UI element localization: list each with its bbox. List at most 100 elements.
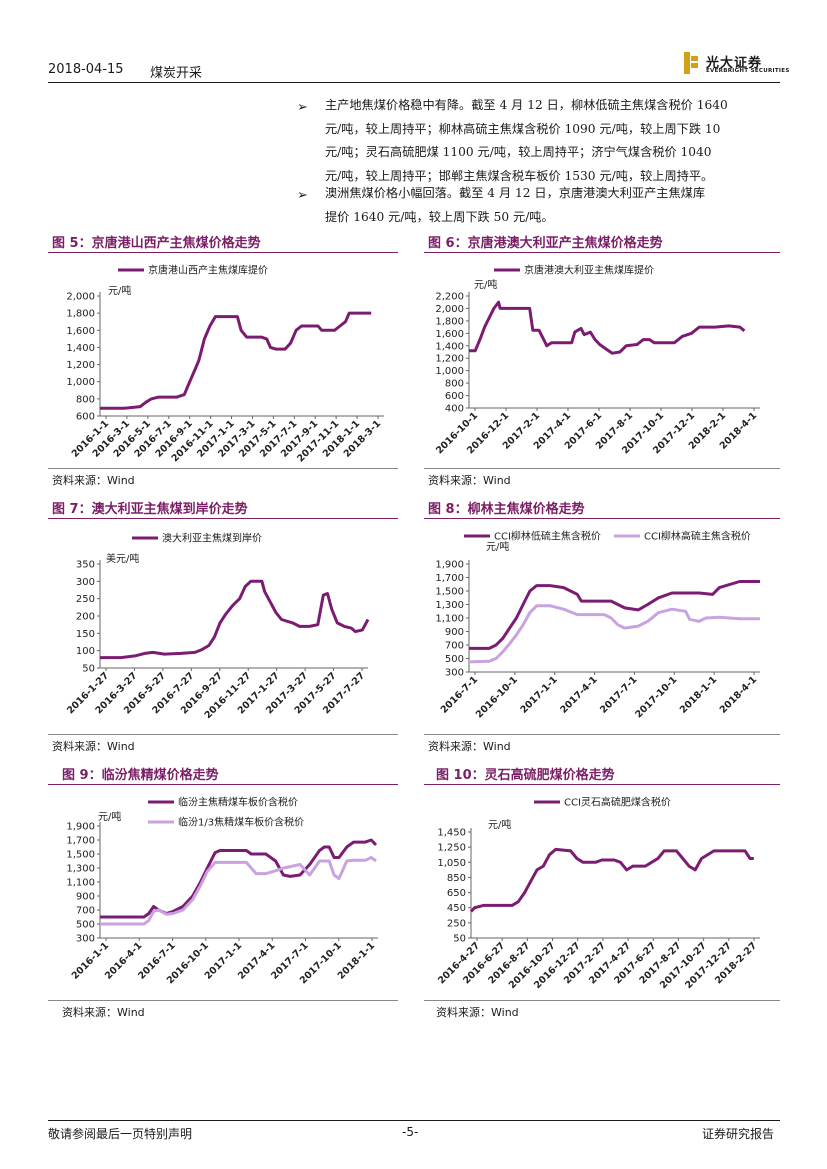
series-line (100, 311, 372, 410)
chart-fig5: 2,0001,8001,6001,4001,2001,000800600元/吨2… (66, 264, 384, 464)
paragraph-line: 提价 1640 元/吨，较上周下跌 50 元/吨。 (325, 209, 554, 224)
legend-label: CCI灵石高硫肥煤含税价 (564, 796, 671, 809)
legend-label: 临汾1/3焦精煤车板价含税价 (178, 816, 304, 829)
y-tick-label: 1,100 (66, 878, 95, 889)
y-tick-label: 900 (76, 892, 95, 903)
paragraph-line: 元/吨；灵石高硫肥煤 1100 元/吨，较上周持平；济宁气煤含税价 1040 (325, 145, 712, 159)
y-tick-label: 500 (76, 920, 95, 931)
paragraph-1: 主产地焦煤价格稳中有降。截至 4 月 12 日，柳林低硫主焦煤含税价 1640 … (325, 94, 780, 188)
y-tick-label: 850 (447, 873, 466, 884)
y-tick-label: 500 (445, 654, 464, 665)
x-tick-label: 2016-10-1 (474, 674, 520, 720)
source-rule (48, 1000, 398, 1001)
y-tick-label: 50 (82, 664, 95, 675)
y-tick-label: 700 (76, 906, 95, 917)
chart-fig7: 35030025020015010050美元/吨2016-1-272016-3-… (65, 532, 370, 721)
y-tick-label: 1,600 (66, 326, 95, 337)
series-line (100, 579, 370, 660)
page-number: -5- (402, 1125, 419, 1139)
figure-title: 图 5：京唐港山西产主焦煤价格走势 (52, 236, 261, 251)
source-label: 资料来源：Wind (52, 740, 135, 753)
y-unit-label: 元/吨 (486, 540, 509, 553)
source-rule (424, 1000, 780, 1001)
figure-title-rule (48, 252, 398, 253)
y-tick-label: 400 (445, 404, 464, 415)
y-unit-label: 元/吨 (474, 278, 497, 291)
chart-fig10: 1,4501,2501,05085065045025050元/吨2016-4-2… (436, 796, 760, 991)
series-line (468, 604, 760, 664)
series-line (469, 300, 746, 355)
paragraph-line: 主产地焦煤价格稳中有降。截至 4 月 12 日，柳林低硫主焦煤含税价 1640 (325, 98, 728, 112)
y-tick-label: 1,800 (435, 316, 464, 327)
figure-title: 图 7：澳大利亚主焦煤到岸价走势 (52, 502, 248, 517)
y-tick-label: 1,200 (435, 354, 464, 365)
y-tick-label: 1,100 (435, 614, 464, 625)
paragraph-line: 澳洲焦煤价格小幅回落。截至 4 月 12 日，京唐港澳大利亚产主焦煤库 (325, 186, 706, 200)
y-tick-label: 200 (76, 612, 95, 623)
chart-fig8: 1,900 1,700 1,500 1,300 1,100 900 700 500 300 元/吨… (435, 530, 760, 720)
bullet-marker-2: ➢ (297, 188, 308, 203)
y-tick-label: 1,300 (435, 600, 464, 611)
x-tick-label: 2017-1-1 (518, 674, 559, 715)
legend-label: 澳大利亚主焦煤到岸价 (162, 532, 262, 545)
x-tick-label: 2017-10-1 (633, 674, 679, 720)
header-sector: 煤炭开采 (150, 66, 203, 81)
y-tick-label: 1,500 (66, 850, 95, 861)
y-tick-label: 150 (76, 629, 95, 640)
source-label: 资料来源：Wind (436, 1006, 519, 1019)
y-tick-label: 1,050 (437, 858, 466, 869)
series-line (469, 847, 754, 913)
source-rule (424, 468, 780, 469)
header-rule (48, 82, 780, 83)
y-tick-label: 300 (76, 934, 95, 945)
logo-sub: EVERBRIGHT SECURITIES (706, 68, 790, 74)
y-tick-label: 450 (447, 903, 466, 914)
bullet-marker-1: ➢ (297, 100, 308, 115)
footer-disclaimer: 敬请参阅最后一页特别声明 (48, 1127, 193, 1141)
y-tick-label: 300 (76, 577, 95, 588)
footer-rule (48, 1120, 780, 1121)
y-tick-label: 350 (76, 560, 95, 571)
y-tick-label: 250 (447, 918, 466, 929)
y-tick-label: 1,200 (66, 360, 95, 371)
y-tick-label: 1,700 (435, 573, 464, 584)
legend-label: 临汾主焦精煤车板价含税价 (178, 796, 298, 809)
series-line (100, 856, 377, 926)
source-rule (48, 734, 398, 735)
figure-title-rule (48, 784, 398, 785)
logo (682, 50, 700, 80)
y-tick-label: 1,250 (437, 843, 466, 854)
y-tick-label: 1,300 (66, 864, 95, 875)
y-tick-label: 2,200 (435, 292, 464, 303)
x-tick-label: 2017-4-1 (558, 674, 599, 715)
y-tick-label: 1,450 (437, 828, 466, 839)
y-tick-label: 1,400 (66, 343, 95, 354)
y-unit-label: 美元/吨 (106, 552, 139, 565)
figure-title-rule (424, 518, 780, 519)
source-label: 资料来源：Wind (428, 474, 511, 487)
paragraph-2: 澳洲焦煤价格小幅回落。截至 4 月 12 日，京唐港澳大利亚产主焦煤库 提价 1… (325, 182, 780, 229)
x-tick-label: 2018-4-1 (718, 674, 759, 715)
y-tick-label: 250 (76, 594, 95, 605)
y-unit-label: 元/吨 (488, 818, 511, 831)
y-unit-label: 元/吨 (98, 810, 121, 823)
source-rule (48, 468, 398, 469)
y-tick-label: 900 (445, 627, 464, 638)
x-tick-label: 2016-7-1 (439, 674, 480, 715)
y-tick-label: 1,000 (66, 377, 95, 388)
source-rule (424, 734, 780, 735)
y-tick-label: 1,500 (435, 587, 464, 598)
figure-title-rule (424, 784, 780, 785)
chart-fig9: 1,900 1,700 1,500 1,300 1,100 900 700 500 300 元/吨… (66, 796, 378, 986)
footer-report-type: 证券研究报告 (702, 1127, 775, 1141)
y-tick-label: 800 (76, 394, 95, 405)
figure-title-rule (424, 252, 780, 253)
source-label: 资料来源：Wind (428, 740, 511, 753)
series-line (469, 580, 760, 650)
y-tick-label: 50 (453, 934, 466, 945)
y-unit-label: 元/吨 (108, 284, 131, 297)
paragraph-line: 元/吨，较上周持平；邯郸主焦煤含税车板价 1530 元/吨，较上周持平。 (325, 168, 714, 183)
y-tick-label: 650 (447, 888, 466, 899)
y-tick-label: 1,900 (435, 560, 464, 571)
y-tick-label: 1,000 (435, 366, 464, 377)
